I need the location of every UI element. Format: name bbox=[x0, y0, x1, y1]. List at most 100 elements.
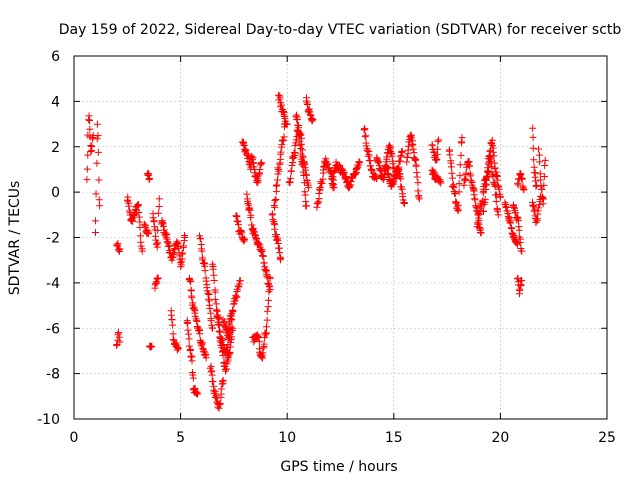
data-point bbox=[83, 176, 91, 184]
data-point bbox=[155, 203, 163, 211]
data-point bbox=[529, 144, 537, 152]
data-point bbox=[248, 152, 256, 160]
y-tick-label: 6 bbox=[51, 49, 60, 65]
data-point bbox=[485, 158, 493, 166]
data-point bbox=[279, 136, 287, 144]
data-point bbox=[273, 176, 281, 184]
data-point bbox=[510, 203, 518, 211]
data-point bbox=[304, 101, 312, 109]
data-point bbox=[356, 159, 364, 167]
data-point bbox=[297, 134, 305, 142]
data-point bbox=[249, 159, 257, 167]
data-point bbox=[540, 181, 548, 189]
data-point bbox=[237, 227, 245, 235]
data-point bbox=[114, 328, 122, 336]
y-tick-label: -10 bbox=[37, 412, 60, 428]
data-point bbox=[141, 221, 149, 229]
data-point bbox=[520, 186, 528, 194]
data-point bbox=[160, 226, 168, 234]
data-point bbox=[540, 173, 548, 181]
data-point bbox=[147, 343, 155, 351]
data-point bbox=[84, 151, 92, 159]
data-point bbox=[263, 307, 271, 315]
data-point bbox=[490, 152, 498, 160]
data-point bbox=[365, 151, 373, 159]
data-point bbox=[144, 169, 152, 177]
data-point bbox=[188, 294, 196, 302]
data-point bbox=[330, 167, 338, 175]
data-point bbox=[330, 184, 338, 192]
data-point bbox=[146, 175, 154, 183]
data-point bbox=[276, 253, 284, 261]
x-tick-label: 10 bbox=[278, 430, 296, 446]
data-point bbox=[271, 197, 279, 205]
data-point bbox=[250, 227, 258, 235]
data-point bbox=[259, 349, 267, 357]
data-point bbox=[449, 174, 457, 182]
data-point bbox=[209, 265, 217, 273]
x-tick-label: 25 bbox=[598, 430, 616, 446]
data-point bbox=[276, 94, 284, 102]
data-point bbox=[131, 210, 139, 218]
data-point bbox=[324, 160, 332, 168]
data-point bbox=[454, 201, 462, 209]
data-point bbox=[258, 159, 266, 167]
data-point bbox=[400, 199, 408, 207]
data-point bbox=[275, 167, 283, 175]
data-point bbox=[194, 390, 202, 398]
data-point bbox=[355, 158, 363, 166]
data-point bbox=[533, 181, 541, 189]
data-point bbox=[369, 169, 377, 177]
data-point bbox=[209, 378, 217, 386]
data-point bbox=[537, 176, 545, 184]
data-point bbox=[291, 148, 299, 156]
data-point bbox=[515, 226, 523, 234]
data-point bbox=[271, 203, 279, 211]
data-point bbox=[246, 160, 254, 168]
data-point bbox=[113, 341, 121, 349]
data-point bbox=[210, 386, 218, 394]
y-tick-label: -6 bbox=[46, 321, 60, 337]
data-point bbox=[314, 199, 322, 207]
data-point bbox=[208, 371, 216, 379]
data-point bbox=[340, 168, 348, 176]
data-point bbox=[86, 117, 94, 125]
data-point bbox=[213, 311, 221, 319]
data-point bbox=[448, 169, 456, 177]
data-point bbox=[535, 151, 543, 159]
data-point bbox=[241, 236, 249, 244]
data-point bbox=[280, 133, 288, 141]
data-point bbox=[264, 303, 272, 311]
data-point bbox=[380, 174, 388, 182]
data-point bbox=[475, 210, 483, 218]
data-point bbox=[287, 167, 295, 175]
data-point bbox=[322, 155, 330, 163]
data-point bbox=[360, 126, 368, 134]
data-point bbox=[133, 202, 141, 210]
data-point bbox=[446, 151, 454, 159]
data-point bbox=[455, 180, 463, 188]
data-point bbox=[129, 217, 137, 225]
data-point bbox=[449, 182, 457, 190]
data-point bbox=[234, 221, 242, 229]
data-point bbox=[397, 175, 405, 183]
data-point bbox=[174, 345, 182, 353]
data-point bbox=[415, 195, 423, 203]
data-point bbox=[505, 214, 513, 222]
data-point bbox=[207, 368, 215, 376]
data-point bbox=[256, 166, 264, 174]
data-point bbox=[210, 277, 218, 285]
data-point bbox=[211, 288, 219, 296]
data-point bbox=[451, 189, 459, 197]
data-point bbox=[415, 192, 423, 200]
data-point bbox=[204, 295, 212, 303]
data-point bbox=[87, 142, 95, 150]
data-point bbox=[296, 141, 304, 149]
data-point bbox=[430, 168, 438, 176]
data-point bbox=[481, 195, 489, 203]
data-point bbox=[202, 354, 210, 362]
data-point bbox=[247, 214, 255, 222]
x-tick-label: 0 bbox=[70, 430, 79, 446]
data-point bbox=[189, 371, 197, 379]
data-point bbox=[472, 203, 480, 211]
